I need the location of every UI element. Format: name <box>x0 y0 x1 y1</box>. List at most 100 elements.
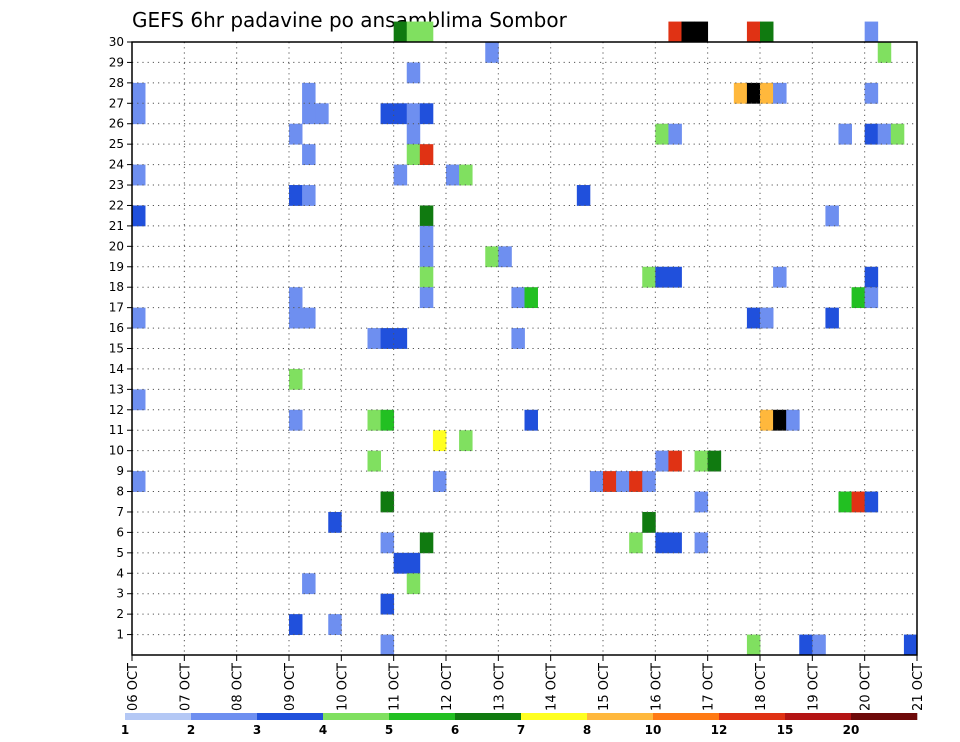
y-tick-label: 16 <box>109 321 124 335</box>
colorbar-label: 15 <box>777 723 794 737</box>
heatmap-cell <box>746 307 761 329</box>
x-tick-label: 06 OCT <box>126 663 141 711</box>
heatmap-cell <box>694 532 709 554</box>
x-tick-label: 07 OCT <box>178 663 193 711</box>
heatmap-cell <box>903 634 918 656</box>
heatmap-cell <box>315 103 329 125</box>
heatmap-cell <box>524 409 538 431</box>
y-tick-label: 8 <box>116 485 124 499</box>
y-tick-label: 23 <box>109 178 124 192</box>
colorbar-segment <box>851 713 918 720</box>
heatmap-cell <box>655 532 669 554</box>
y-tick-label: 24 <box>109 158 124 172</box>
heatmap-cell <box>406 21 421 43</box>
y-tick-label: 20 <box>109 239 124 253</box>
heatmap-cell <box>393 21 408 43</box>
heatmap-cell <box>864 266 879 288</box>
y-tick-label: 22 <box>109 198 124 212</box>
heatmap-cell <box>393 164 408 186</box>
heatmap-cell <box>446 164 460 186</box>
heatmap-cell <box>380 103 395 125</box>
heatmap-cell <box>812 634 826 656</box>
heatmap-cell <box>328 511 342 533</box>
x-tick-label: 20 OCT <box>859 663 874 711</box>
x-axis: 06 OCT 07 OCT 08 OCT 09 OCT 10 OCT 11 OCT 12 O… <box>126 655 926 711</box>
colorbar-label: 20 <box>843 723 860 737</box>
heatmap-cell <box>132 307 146 329</box>
heatmap-cell <box>746 82 761 104</box>
y-tick-label: 11 <box>109 423 124 437</box>
colorbar-label: 1 <box>121 723 129 737</box>
y-tick-label: 27 <box>109 96 124 110</box>
heatmap-cell <box>864 287 879 309</box>
heatmap-cell <box>498 246 512 268</box>
x-tick-label: 09 OCT <box>283 663 298 711</box>
heatmap-cell <box>406 123 421 145</box>
heatmap-cell <box>642 471 656 492</box>
heatmap-cell <box>302 307 316 329</box>
heatmap-cell <box>419 225 434 247</box>
heatmap-cell <box>289 614 303 635</box>
heatmap-cell <box>786 409 800 431</box>
y-tick-label: 13 <box>109 382 124 396</box>
heatmap-cell <box>380 491 395 513</box>
heatmap-cell <box>419 532 434 554</box>
heatmap-cell <box>851 287 866 309</box>
y-tick-label: 21 <box>109 219 124 233</box>
x-tick-label: 19 OCT <box>806 663 821 711</box>
heatmap-cell <box>419 287 434 309</box>
y-tick-label: 9 <box>116 464 124 478</box>
y-tick-label: 7 <box>116 505 124 519</box>
x-tick-label: 10 OCT <box>335 663 350 711</box>
heatmap-cell <box>864 123 879 145</box>
y-tick-label: 14 <box>109 362 124 376</box>
heatmap-cell <box>289 409 303 431</box>
heatmap-cell <box>864 491 879 513</box>
heatmap-cell <box>406 62 421 84</box>
heatmap-cell <box>760 21 774 43</box>
heatmap-cell <box>694 21 709 43</box>
grid-lines <box>132 42 917 655</box>
heatmap-cell <box>132 103 146 125</box>
heatmap-cell <box>851 491 866 513</box>
y-tick-label: 30 <box>109 35 124 49</box>
x-tick-label: 16 OCT <box>649 663 664 711</box>
heatmap-cell <box>890 123 905 145</box>
heatmap-cell <box>864 21 879 43</box>
heatmap-cell <box>406 552 421 574</box>
heatmap-cell <box>760 82 774 104</box>
heatmap-cell <box>629 471 643 492</box>
heatmap-cell <box>132 164 146 186</box>
heatmap-cell <box>393 103 408 125</box>
chart-title: GEFS 6hr padavine po ansamblima Sombor <box>132 8 568 32</box>
heatmap-cell <box>289 123 303 145</box>
heatmap-cell <box>132 471 146 492</box>
heatmap-cell <box>380 593 395 615</box>
heatmap-cell <box>825 307 839 329</box>
colorbar-segment <box>653 713 720 720</box>
heatmap-cell <box>485 42 499 63</box>
heatmap-cell <box>524 287 538 309</box>
heatmap-cell <box>877 123 892 145</box>
heatmap-cell <box>289 307 303 329</box>
colorbar-segment <box>323 713 390 720</box>
heatmap-cell <box>668 123 682 145</box>
x-tick-label: 17 OCT <box>702 663 717 711</box>
y-tick-label: 26 <box>109 117 124 131</box>
y-tick-label: 17 <box>109 301 124 315</box>
heatmap-cell <box>773 409 787 431</box>
colorbar-label: 5 <box>385 723 393 737</box>
heatmap-cell <box>864 82 879 104</box>
heatmap-cell <box>655 450 669 472</box>
heatmap-cell <box>380 328 395 349</box>
heatmap-cell <box>459 164 473 186</box>
heatmap-cell <box>642 266 656 288</box>
colorbar-segment <box>521 713 588 720</box>
heatmap-cell <box>419 103 434 125</box>
x-tick-label: 12 OCT <box>440 663 455 711</box>
colorbar-label: 2 <box>187 723 195 737</box>
colorbar-label: 4 <box>319 723 327 737</box>
x-tick-label: 15 OCT <box>597 663 612 711</box>
y-tick-label: 29 <box>109 55 124 69</box>
